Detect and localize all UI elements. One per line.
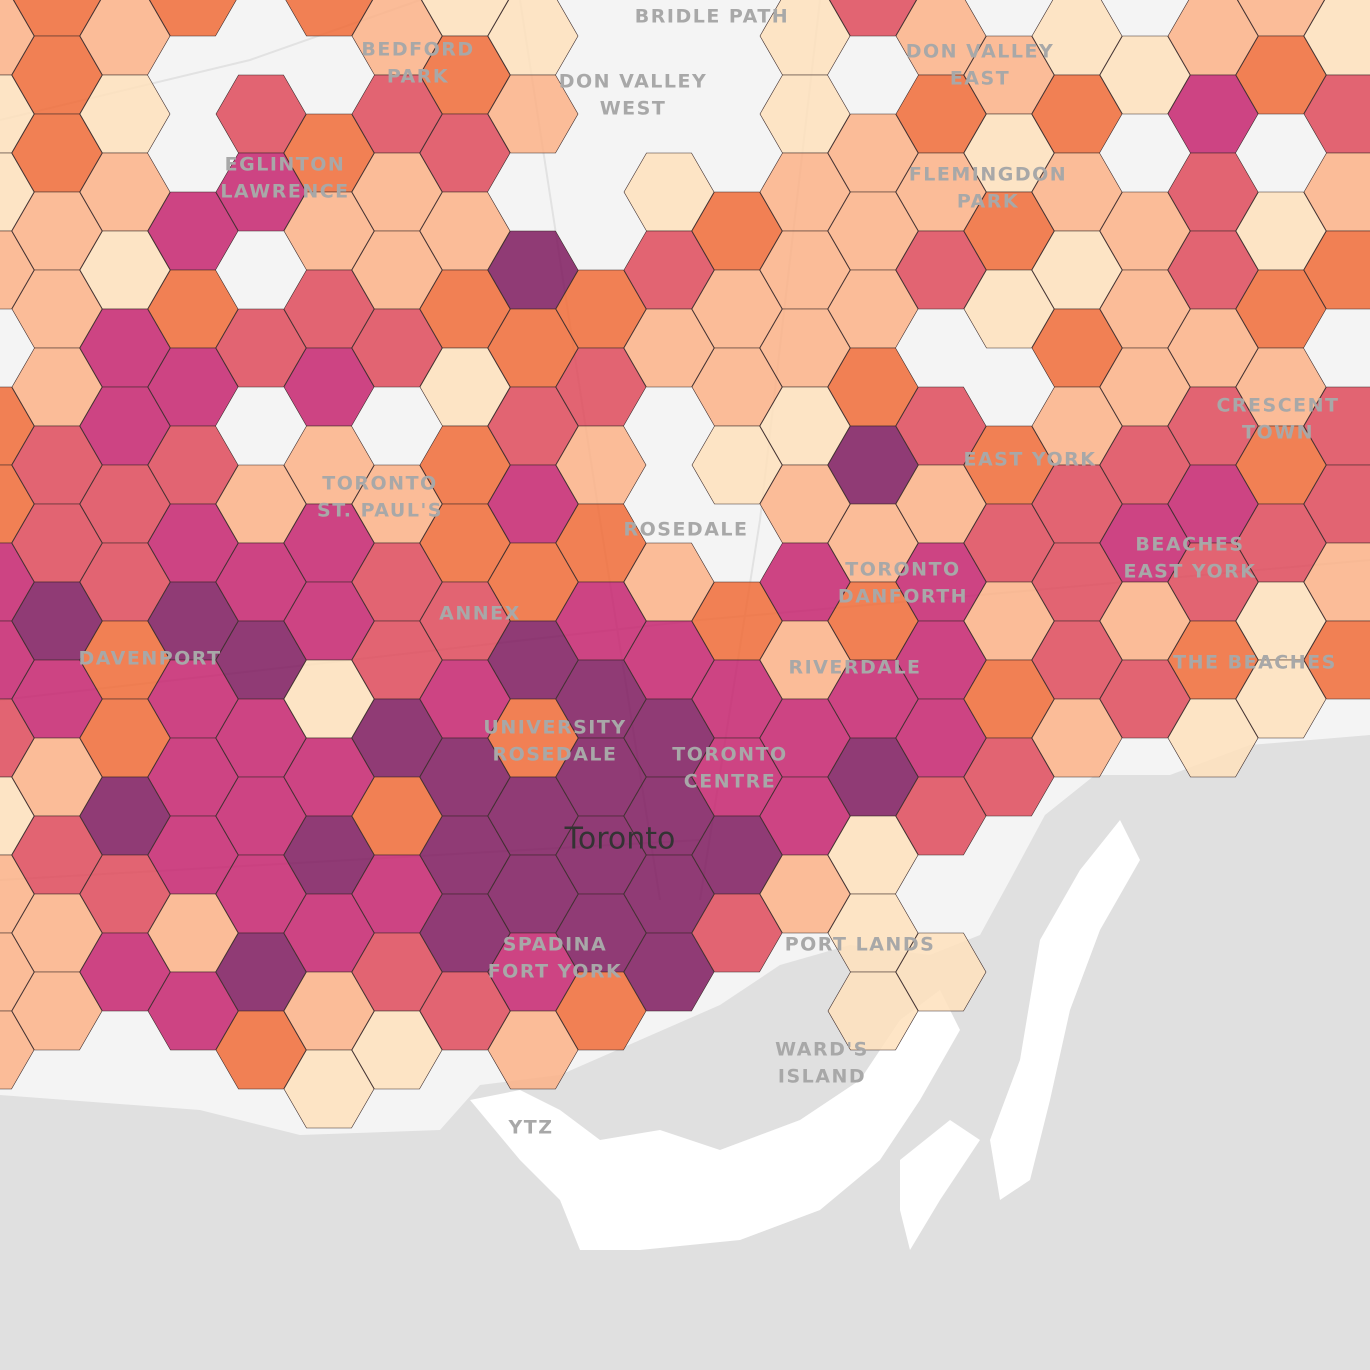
place-label: DAVENPORT [78, 648, 221, 670]
place-label: BRIDLE PATH [635, 6, 789, 28]
hexbin [1099, 659, 1191, 739]
hexbin [285, 0, 373, 37]
hexbin [79, 932, 171, 1012]
hexbin [0, 230, 35, 310]
hexbin [895, 932, 987, 1012]
place-label: ROSEDALE [623, 519, 748, 541]
place-label: WARD'S [775, 1039, 869, 1061]
hexbin [0, 0, 35, 76]
hexbin [487, 74, 579, 154]
place-label: LAWRENCE [220, 181, 349, 203]
hexbin [895, 230, 987, 310]
city-label: Toronto [564, 822, 676, 857]
hexbin [0, 542, 35, 622]
hexbin [0, 776, 35, 856]
hexbin [215, 152, 307, 232]
hexbin [419, 971, 511, 1051]
place-label: DANFORTH [838, 586, 968, 608]
place-label: ROSEDALE [492, 744, 617, 766]
place-label: CENTRE [684, 771, 776, 793]
hexbin [147, 971, 239, 1051]
hexbin [555, 971, 647, 1051]
place-label: BEDFORD [361, 39, 474, 61]
hexbin [0, 152, 35, 232]
hexbin [0, 932, 35, 1012]
hexbin [0, 854, 35, 934]
place-label: EAST YORK [1123, 561, 1256, 583]
place-label: ANNEX [439, 603, 521, 625]
island [900, 1120, 980, 1250]
hexbin [149, 0, 237, 37]
place-label: DON VALLEY [559, 71, 708, 93]
place-label: TORONTO [672, 744, 787, 766]
lake [0, 735, 1370, 1370]
hexbin [0, 464, 35, 544]
hexbin [351, 1010, 443, 1090]
hexbin [623, 308, 715, 388]
hexbin [215, 1010, 307, 1090]
hexbin [1099, 35, 1191, 115]
place-label: CRESCENT [1216, 395, 1339, 417]
place-labels: BRIDLE PATH BEDFORD PARK DON VALLEY WEST DON … [78, 6, 1339, 1139]
place-label: WEST [600, 98, 667, 120]
place-label: FLEMINGDON [909, 164, 1067, 186]
place-label: TOWN [1242, 422, 1314, 444]
hexbin [215, 308, 307, 388]
place-label: UNIVERSITY [483, 717, 626, 739]
place-label: PARK [387, 66, 449, 88]
hexbin [895, 776, 987, 856]
hexbin [283, 1049, 375, 1129]
place-label: EAST YORK [963, 449, 1096, 471]
place-label: DON VALLEY [906, 41, 1055, 63]
hexbin [691, 425, 783, 505]
hexbin [829, 0, 917, 37]
place-label: TORONTO [322, 473, 437, 495]
place-label: FORT YORK [488, 961, 623, 983]
hexbin-layer [0, 0, 1370, 1129]
hexbin [1031, 698, 1123, 778]
place-label: PARK [957, 191, 1019, 213]
place-label: EAST [950, 68, 1010, 90]
hexbin [0, 620, 35, 700]
island [990, 820, 1140, 1200]
hexbin [1303, 620, 1370, 700]
hexbin [963, 737, 1055, 817]
hexbin [1303, 230, 1370, 310]
place-label: SPADINA [503, 934, 608, 956]
hexbin [1235, 659, 1327, 739]
hexbin [963, 269, 1055, 349]
place-label: RIVERDALE [788, 657, 921, 679]
place-label: ISLAND [778, 1066, 866, 1088]
hexbin [0, 74, 35, 154]
place-label: PORT LANDS [785, 934, 936, 956]
hexbin [0, 698, 35, 778]
place-label: ST. PAUL'S [317, 500, 443, 522]
hexbin [759, 854, 851, 934]
place-label: EGLINTON [225, 154, 346, 176]
hexbin [351, 308, 443, 388]
hexbin [487, 1010, 579, 1090]
hexbin [827, 971, 919, 1051]
hexbin [0, 1010, 35, 1090]
hexbin [11, 971, 103, 1051]
place-label: TORONTO [845, 559, 960, 581]
island [470, 990, 960, 1250]
hexbin [0, 386, 35, 466]
hexbin [1167, 698, 1259, 778]
hexbin [691, 893, 783, 973]
hexbin [623, 932, 715, 1012]
place-label: YTZ [508, 1117, 554, 1139]
place-label: THE BEACHES [1173, 652, 1337, 674]
place-label: BEACHES [1135, 534, 1244, 556]
hexbin [1235, 35, 1327, 115]
